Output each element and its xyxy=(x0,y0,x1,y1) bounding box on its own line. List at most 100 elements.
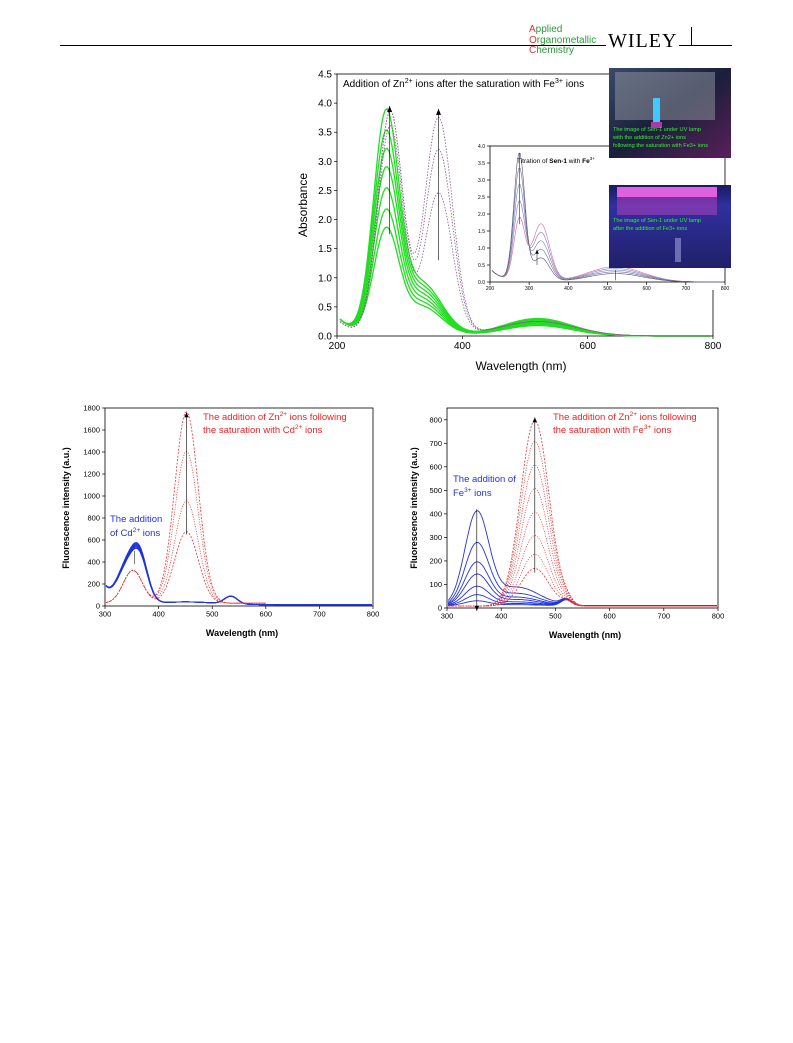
uv-purple-trace xyxy=(339,110,711,337)
fe-red-spectrum xyxy=(448,535,717,607)
inset-y-tick-label: 1.5 xyxy=(478,229,485,235)
inset-y-tick-label: 3.0 xyxy=(478,178,485,184)
journal-line-2: Organometallic xyxy=(529,34,597,46)
cd-red-annotation-line-1: The addition of Zn2+ ions following xyxy=(203,411,347,423)
uv-y-axis-label: Absorbance xyxy=(296,173,310,237)
inset-x-tick-label: 800 xyxy=(721,286,730,292)
fe-y-tick-label: 800 xyxy=(429,415,442,424)
inset-x-tick-label: 400 xyxy=(564,286,573,292)
cd-x-tick-label: 400 xyxy=(152,610,165,619)
fe-y-tick-label: 300 xyxy=(429,533,442,542)
cd-red-spectrum xyxy=(105,411,266,604)
cd-x-tick-label: 800 xyxy=(367,610,380,619)
fe-blue-spectrum xyxy=(448,599,717,607)
journal-line-3: Chemistry xyxy=(529,45,575,56)
uv-y-tick-label: 2.0 xyxy=(318,215,332,226)
fe-blue-arrow-head xyxy=(474,605,480,611)
fe-y-tick-label: 500 xyxy=(429,486,442,495)
fe-red-spectrum xyxy=(448,440,717,607)
fe-blue-annotation-line-1: The addition of xyxy=(453,474,516,485)
inset-spectrum xyxy=(491,153,724,283)
fe-blue-spectrum xyxy=(448,594,717,607)
cd-y-tick-label: 600 xyxy=(87,536,100,545)
cd-y-axis-label: Fluorescence intensity (a.u.) xyxy=(61,447,71,569)
fe-x-tick-label: 300 xyxy=(441,612,454,621)
photo-1-caption-line-3: following the saturation with Fe3+ ions xyxy=(613,143,708,149)
cd-blue-annotation-line-1: The addition xyxy=(110,514,162,525)
fe-red-spectrum xyxy=(448,419,717,607)
fe-x-tick-label: 700 xyxy=(658,612,671,621)
uv-y-tick-label: 0.0 xyxy=(318,332,332,343)
uv-x-axis-label: Wavelength (nm) xyxy=(476,359,567,373)
fe-y-tick-label: 600 xyxy=(429,462,442,471)
fe-plot-area: 300 400 500 600 700 800 0 100 200 300 400 500 600 700… xyxy=(429,407,724,621)
uv-vis-chart: 200 400 600 800 0.0 0.5 1.0 1.5 2.0 2.5 3.0 3.5 4.0 4… xyxy=(296,68,731,373)
uv-y-tick-label: 1.0 xyxy=(318,273,332,284)
inset-x-tick-label: 600 xyxy=(642,286,651,292)
cd-x-tick-label: 700 xyxy=(313,610,326,619)
cd-y-tick-label: 1600 xyxy=(83,426,100,435)
header-divider xyxy=(691,27,692,45)
fe-y-tick-label: 100 xyxy=(429,580,442,589)
uv-plot-area: 200 400 600 800 0.0 0.5 1.0 1.5 2.0 2.5 3.0 3.5 4.0 4… xyxy=(318,70,722,353)
photo-2-caption-line-1: The image of Sen-1 under UV lamp xyxy=(613,218,701,224)
uv-y-tick-label: 4.0 xyxy=(318,99,332,110)
uv-x-tick-label: 400 xyxy=(454,341,471,352)
photo-2-caption-line-2: after the addition of Fe3+ ions xyxy=(613,226,687,232)
cd-blue-annotation-line-2: of Cd2+ ions xyxy=(110,527,160,539)
uv-arrow-head-1 xyxy=(387,106,393,113)
uv-x-tick-label: 800 xyxy=(705,341,722,352)
uv-purple-trace xyxy=(339,110,711,337)
cd-arrow-head xyxy=(184,412,189,418)
fluorescence-fe-chart: 300 400 500 600 700 800 0 100 200 300 400 500 600 700… xyxy=(409,407,724,640)
fe-blue-annotation-line-2: Fe3+ ions xyxy=(453,487,492,499)
photo-1-caption-line-2: with the addition of Zn2+ ions xyxy=(612,135,686,141)
uv-arrow-head-2 xyxy=(436,108,442,115)
cd-x-tick-label: 500 xyxy=(206,610,219,619)
inset-x-tick-label: 700 xyxy=(682,286,691,292)
inset-y-tick-label: 3.5 xyxy=(478,161,485,167)
uv-y-tick-label: 3.5 xyxy=(318,128,332,139)
inset-x-tick-label: 500 xyxy=(603,286,612,292)
uv-y-tick-label: 3.0 xyxy=(318,157,332,168)
photo-1-caption-line-1: The image of Sen-1 under UV lamp xyxy=(613,127,701,133)
uv-chart-title: Addition of Zn2+ ions after the saturati… xyxy=(343,78,584,90)
fe-x-axis-label: Wavelength (nm) xyxy=(549,630,621,640)
cd-x-tick-label: 300 xyxy=(99,610,112,619)
cd-blue-spectrum xyxy=(105,542,372,606)
fe-y-axis-label: Fluorescence intensity (a.u.) xyxy=(409,447,419,569)
cd-y-tick-label: 400 xyxy=(87,558,100,567)
cd-blue-spectrum xyxy=(105,543,372,606)
inset-arrow-head-2 xyxy=(535,249,539,254)
fe-blue-spectrum xyxy=(447,510,717,607)
inset-y-tick-label: 4.0 xyxy=(478,144,485,150)
uv-y-tick-label: 1.5 xyxy=(318,244,332,255)
inset-x-tick-label: 200 xyxy=(486,286,495,292)
cd-red-annotation-line-2: the saturation with Cd2+ ions xyxy=(203,424,323,436)
fe-y-tick-label: 700 xyxy=(429,439,442,448)
fe-y-tick-label: 400 xyxy=(429,510,442,519)
fe-red-spectrum xyxy=(448,464,717,607)
inset-x-tick-label: 300 xyxy=(525,286,534,292)
cd-y-tick-label: 1200 xyxy=(83,470,100,479)
fe-blue-spectrum xyxy=(447,541,717,607)
cd-red-spectrum xyxy=(105,531,266,604)
uv-y-tick-label: 2.5 xyxy=(318,186,332,197)
cd-y-tick-label: 800 xyxy=(87,514,100,523)
inset-y-tick-label: 0.5 xyxy=(478,263,485,269)
publisher-logo: WILEY xyxy=(606,30,680,53)
cd-blue-spectrum xyxy=(105,544,372,606)
cd-blue-spectrum xyxy=(105,547,372,606)
fe-y-tick-label: 0 xyxy=(438,604,442,613)
fe-x-tick-label: 400 xyxy=(495,612,508,621)
cd-x-tick-label: 600 xyxy=(260,610,273,619)
cd-y-tick-label: 0 xyxy=(96,602,100,611)
inset-y-tick-label: 1.0 xyxy=(478,246,485,252)
fe-x-tick-label: 500 xyxy=(549,612,562,621)
fluorescence-cd-chart: 300 400 500 600 700 800 0 200 400 600 800 1000 1200 1… xyxy=(61,404,379,638)
inset-y-tick-label: 2.0 xyxy=(478,212,485,218)
cd-y-tick-label: 1400 xyxy=(83,448,100,457)
cd-plot-area: 300 400 500 600 700 800 0 200 400 600 800 1000 1200 1… xyxy=(83,404,379,619)
cd-y-tick-label: 1000 xyxy=(83,492,100,501)
fe-arrow-head xyxy=(532,417,538,423)
